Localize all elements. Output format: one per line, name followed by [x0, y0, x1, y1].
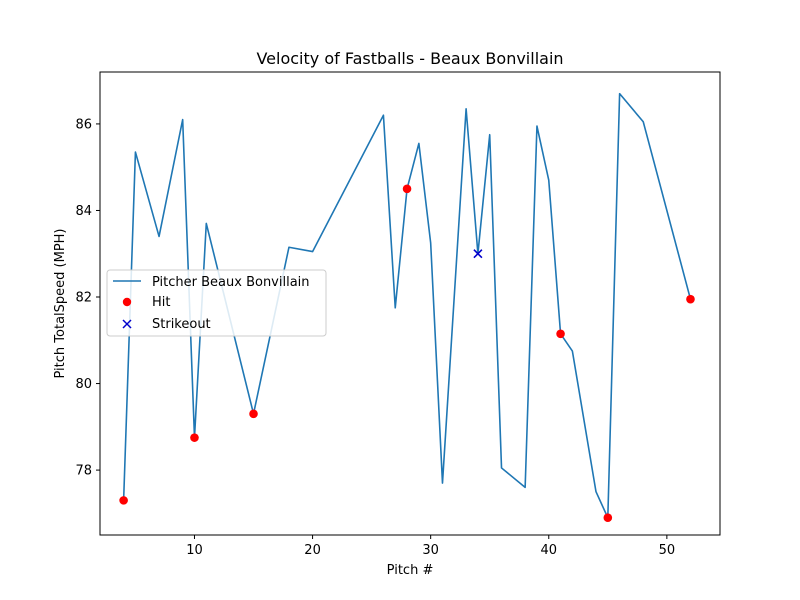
hit-point — [603, 513, 613, 522]
legend-strikeout-swatch — [122, 319, 132, 329]
strikeout-point — [473, 249, 483, 259]
legend-hit-swatch — [122, 297, 132, 307]
x-tick-label: 10 — [186, 543, 203, 558]
hit-point — [402, 184, 412, 194]
legend-box — [106, 269, 327, 337]
y-tick-label: 82 — [75, 291, 92, 306]
hit-point — [119, 496, 128, 505]
chart-title: Velocity of Fastballs - Beaux Bonvillain — [256, 49, 563, 68]
x-tick-label: 50 — [659, 543, 676, 558]
legend-label-pitcher: Pitcher Beaux Bonvillain — [152, 275, 310, 290]
y-tick-label: 80 — [75, 377, 92, 392]
x-tick-label: 20 — [304, 543, 321, 558]
hit-point — [556, 329, 565, 339]
y-tick-label: 84 — [75, 204, 92, 219]
x-axis-label: Pitch # — [387, 563, 434, 578]
legend: Pitcher Beaux Bonvillain Hit Strikeout — [106, 269, 327, 337]
plot-frame — [99, 71, 721, 536]
x-tick-label: 30 — [422, 543, 439, 558]
hit-point — [686, 294, 695, 304]
x-axis: 10 20 30 40 50 — [186, 535, 675, 558]
hit-point — [249, 409, 258, 419]
y-axis: 78 80 82 84 86 — [75, 117, 100, 479]
y-tick-label: 86 — [75, 117, 92, 132]
hit-point — [190, 433, 199, 442]
y-axis-label: Pitch TotalSpeed (MPH) — [53, 228, 68, 378]
y-tick-label: 78 — [75, 464, 92, 479]
legend-label-strikeout: Strikeout — [152, 317, 211, 332]
legend-label-hit: Hit — [152, 295, 170, 310]
x-tick-label: 40 — [540, 543, 557, 558]
